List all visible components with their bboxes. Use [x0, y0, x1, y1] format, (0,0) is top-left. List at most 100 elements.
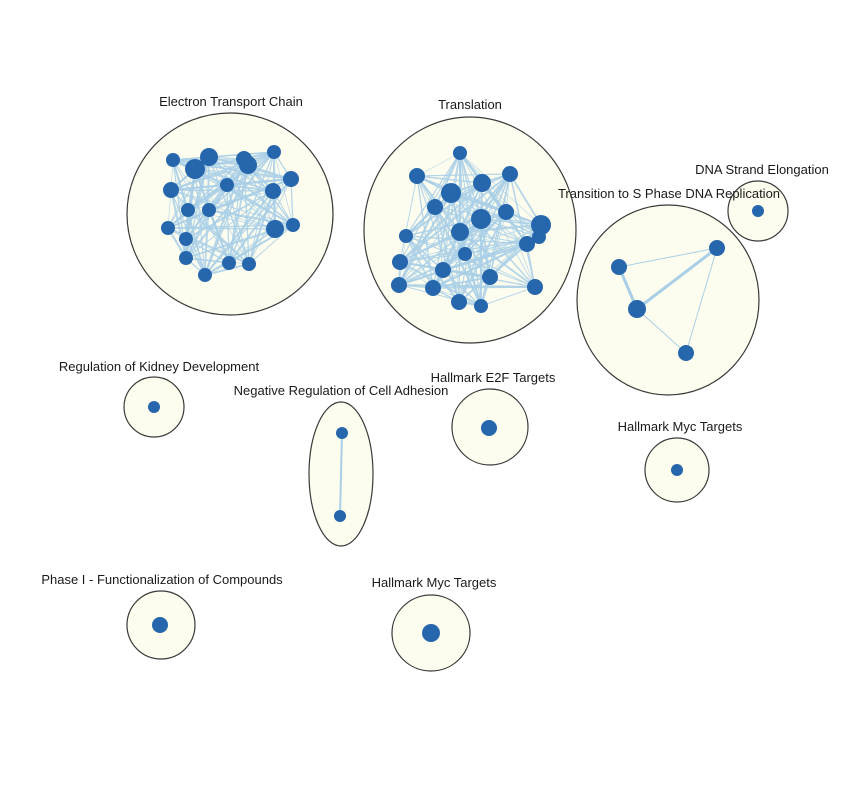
gene-set-node[interactable]	[752, 205, 764, 217]
cluster-etc[interactable]: Electron Transport Chain	[126, 94, 334, 316]
cluster-label: Transition to S Phase DNA Replication	[558, 186, 780, 201]
edge	[416, 152, 461, 177]
gene-set-node[interactable]	[409, 168, 425, 184]
gene-set-node[interactable]	[441, 183, 461, 203]
edge	[432, 243, 528, 289]
cluster-dna-strand[interactable]: DNA Strand Elongation	[695, 162, 829, 242]
gene-set-node[interactable]	[482, 269, 498, 285]
gene-set-node[interactable]	[471, 209, 491, 229]
gene-set-node[interactable]	[611, 259, 627, 275]
gene-set-node[interactable]	[152, 617, 168, 633]
gene-set-node[interactable]	[435, 262, 451, 278]
edge	[405, 182, 483, 237]
gene-set-node[interactable]	[202, 203, 216, 217]
gene-set-node[interactable]	[166, 153, 180, 167]
gene-set-node[interactable]	[427, 199, 443, 215]
edge	[167, 164, 249, 229]
gene-set-node[interactable]	[283, 171, 299, 187]
gene-set-node[interactable]	[265, 183, 281, 199]
edge	[399, 253, 466, 263]
cluster-e2f[interactable]: Hallmark E2F Targets	[431, 370, 556, 466]
edge	[170, 189, 276, 230]
gene-set-node[interactable]	[451, 294, 467, 310]
edge	[170, 189, 294, 226]
gene-set-node[interactable]	[709, 240, 725, 256]
edge	[464, 253, 536, 288]
gene-set-node[interactable]	[222, 256, 236, 270]
edge	[185, 257, 250, 265]
edge	[185, 190, 274, 240]
edge	[167, 168, 196, 229]
cluster-adhesion[interactable]: Negative Regulation of Cell Adhesion	[234, 383, 449, 547]
edge	[248, 224, 294, 265]
gene-set-node[interactable]	[532, 230, 546, 244]
edge	[399, 224, 542, 263]
gene-set-node[interactable]	[628, 300, 646, 318]
gene-set-node[interactable]	[502, 166, 518, 182]
gene-set-node[interactable]	[451, 223, 469, 241]
cluster-s-phase[interactable]: Transition to S Phase DNA Replication	[558, 186, 780, 396]
edge	[480, 173, 511, 307]
gene-set-node[interactable]	[334, 510, 346, 522]
gene-set-node[interactable]	[391, 277, 407, 293]
edge	[416, 175, 483, 184]
gene-set-node[interactable]	[200, 148, 218, 166]
edge	[636, 308, 687, 354]
gene-set-node[interactable]	[336, 427, 348, 439]
edge	[405, 218, 482, 237]
gene-set-node[interactable]	[161, 221, 175, 235]
gene-set-node[interactable]	[422, 624, 440, 642]
gene-set-node[interactable]	[453, 146, 467, 160]
gene-set-node[interactable]	[185, 159, 205, 179]
gene-set-node[interactable]	[148, 401, 160, 413]
gene-set-node[interactable]	[220, 178, 234, 192]
edge	[185, 238, 250, 265]
edge	[459, 231, 536, 288]
gene-set-node[interactable]	[425, 280, 441, 296]
gene-set-node[interactable]	[179, 232, 193, 246]
gene-set-node[interactable]	[163, 182, 179, 198]
gene-set-node[interactable]	[474, 299, 488, 313]
edge	[480, 286, 536, 307]
gene-set-node[interactable]	[286, 218, 300, 232]
gene-set-node[interactable]	[498, 204, 514, 220]
cluster-label: Phase I - Functionalization of Compounds	[41, 572, 283, 587]
edge	[228, 164, 249, 264]
gene-set-node[interactable]	[531, 215, 551, 235]
edge	[185, 209, 210, 259]
gene-set-node[interactable]	[239, 156, 257, 174]
gene-set-node[interactable]	[198, 268, 212, 282]
gene-set-node[interactable]	[458, 247, 472, 261]
edge	[204, 228, 276, 276]
gene-set-node[interactable]	[527, 279, 543, 295]
cluster-label: Hallmark E2F Targets	[431, 370, 556, 385]
edge	[618, 247, 718, 268]
gene-set-node[interactable]	[242, 257, 256, 271]
cluster-label: Translation	[438, 97, 502, 112]
gene-set-node[interactable]	[392, 254, 408, 270]
gene-set-node[interactable]	[481, 420, 497, 436]
gene-set-node[interactable]	[519, 236, 535, 252]
cluster-label: Hallmark Myc Targets	[372, 575, 497, 590]
edge	[398, 253, 466, 286]
cluster-myc-1[interactable]: Hallmark Myc Targets	[618, 419, 743, 503]
edge	[459, 223, 542, 234]
gene-set-node[interactable]	[179, 251, 193, 265]
edge	[405, 235, 434, 289]
edge	[450, 192, 536, 288]
cluster-myc-2[interactable]: Hallmark Myc Targets	[372, 575, 497, 672]
gene-set-node[interactable]	[181, 203, 195, 217]
gene-set-node[interactable]	[671, 464, 683, 476]
edge	[398, 284, 482, 307]
edge	[459, 173, 511, 233]
gene-set-node[interactable]	[267, 145, 281, 159]
gene-set-node[interactable]	[399, 229, 413, 243]
cluster-kidney[interactable]: Regulation of Kidney Development	[59, 359, 260, 438]
gene-set-node[interactable]	[473, 174, 491, 192]
gene-set-node[interactable]	[266, 220, 284, 238]
edge	[185, 151, 275, 259]
cluster-translation[interactable]: Translation	[363, 97, 577, 344]
gene-set-node[interactable]	[678, 345, 694, 361]
cluster-phase1[interactable]: Phase I - Functionalization of Compounds	[41, 572, 283, 660]
